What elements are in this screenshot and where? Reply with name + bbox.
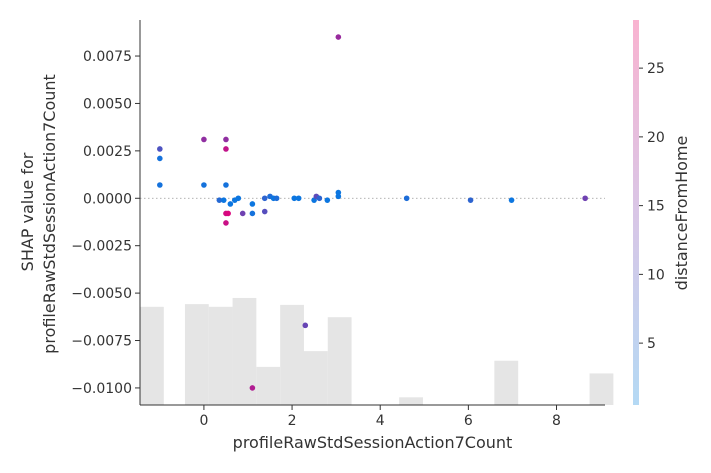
feature-histogram — [140, 297, 614, 405]
x-tick-label: 6 — [464, 413, 473, 429]
colorbar-tick-label: 15 — [647, 199, 665, 215]
data-point — [157, 146, 163, 152]
histogram-bar — [280, 304, 304, 405]
colorbar-tick-label: 20 — [647, 130, 665, 146]
histogram-bar — [208, 306, 233, 405]
data-point — [235, 195, 242, 202]
y-tick-label: 0.0000 — [83, 191, 132, 207]
histogram-bar — [232, 297, 257, 405]
data-point — [249, 385, 256, 391]
scatter-points — [157, 34, 588, 391]
histogram-bar — [184, 304, 209, 405]
data-point — [249, 201, 256, 207]
histogram-bar — [140, 306, 164, 405]
y-tick-label: 0.0050 — [83, 96, 132, 112]
y-tick-label: −0.0075 — [71, 334, 132, 350]
data-point — [273, 195, 280, 202]
x-axis-ticks: 0 2 4 6 8 — [199, 405, 561, 429]
colorbar-ticks: 5 10 15 20 25 — [639, 61, 665, 352]
data-point — [249, 210, 256, 217]
data-point — [335, 193, 342, 200]
data-point — [201, 182, 207, 188]
y-tick-label: −0.0025 — [71, 239, 132, 255]
x-axis-label: profileRawStdSessionAction7Count — [233, 433, 513, 452]
y-tick-label: 0.0075 — [83, 49, 132, 65]
data-point — [157, 182, 163, 188]
data-point — [508, 197, 515, 203]
data-point — [316, 195, 323, 202]
data-point — [582, 195, 588, 202]
y-tick-label: −0.0100 — [71, 381, 132, 397]
colorbar — [633, 20, 639, 405]
histogram-bar — [327, 317, 352, 405]
y-axis-ticks: 0.0075 0.0050 0.0025 0.0000 −0.0025 −0.0050 −0… — [71, 49, 140, 397]
data-point — [239, 210, 246, 217]
data-point — [216, 197, 223, 203]
x-tick-label: 4 — [376, 413, 385, 429]
data-point — [223, 136, 229, 143]
data-point — [403, 195, 410, 202]
data-point — [223, 182, 229, 188]
histogram-bar — [256, 366, 281, 405]
y-axis-label: SHAP value for profileRawStdSessionActio… — [18, 74, 59, 354]
histogram-bar — [399, 397, 423, 405]
data-point — [302, 322, 309, 329]
data-point — [261, 195, 268, 202]
x-tick-label: 8 — [552, 413, 561, 429]
colorbar-tick-label: 25 — [647, 61, 665, 77]
histogram-bar — [303, 351, 328, 405]
y-axis-label-line-1: SHAP value for — [18, 152, 37, 271]
data-point — [324, 197, 331, 203]
data-point — [225, 210, 231, 217]
data-point — [335, 34, 342, 40]
data-point — [223, 146, 229, 152]
data-point — [201, 136, 207, 143]
data-point — [291, 195, 298, 202]
x-tick-label: 2 — [288, 413, 297, 429]
data-point — [227, 201, 234, 207]
y-tick-label: 0.0025 — [83, 144, 132, 160]
data-point — [157, 155, 163, 162]
histogram-bar — [589, 373, 614, 405]
data-point — [220, 197, 227, 203]
histogram-bar — [494, 360, 519, 405]
colorbar-label: distanceFromHome — [672, 136, 691, 291]
colorbar-tick-label: 10 — [647, 267, 665, 283]
data-point — [223, 220, 229, 226]
data-point — [295, 195, 302, 202]
y-tick-label: −0.0050 — [71, 286, 132, 302]
data-point — [261, 208, 268, 215]
colorbar-tick-label: 5 — [647, 336, 656, 352]
data-point — [467, 197, 474, 203]
x-tick-label: 0 — [199, 413, 208, 429]
y-axis-label-line-2: profileRawStdSessionAction7Count — [40, 74, 59, 354]
